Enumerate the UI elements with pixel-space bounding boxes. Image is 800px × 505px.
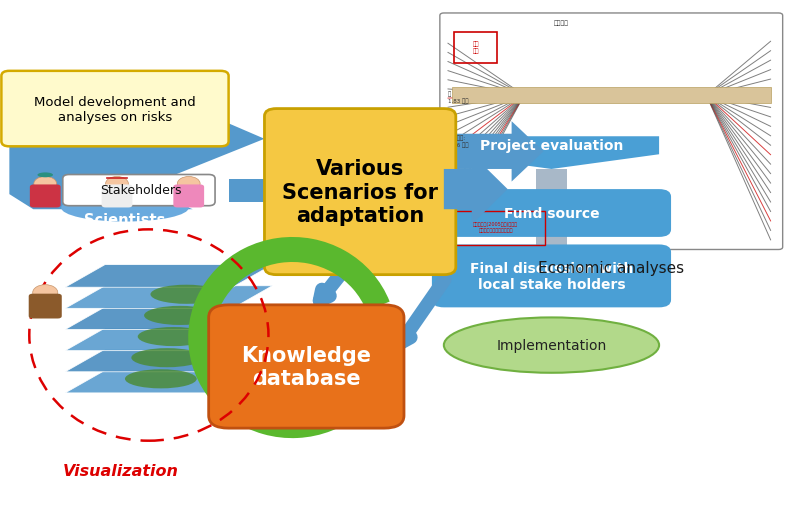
- FancyBboxPatch shape: [452, 88, 770, 104]
- Polygon shape: [444, 137, 659, 170]
- Text: Knowledge
database: Knowledge database: [242, 345, 371, 388]
- Text: Implementation: Implementation: [496, 338, 606, 352]
- Ellipse shape: [144, 306, 216, 325]
- Polygon shape: [65, 307, 273, 330]
- Text: Model development and
analyses on risks: Model development and analyses on risks: [34, 95, 196, 123]
- Polygon shape: [442, 122, 543, 182]
- FancyBboxPatch shape: [2, 72, 229, 147]
- Polygon shape: [65, 349, 273, 372]
- Ellipse shape: [38, 173, 53, 178]
- Ellipse shape: [150, 285, 222, 304]
- Polygon shape: [65, 286, 273, 309]
- FancyBboxPatch shape: [265, 110, 456, 275]
- Text: 内村
円村: 内村 円村: [473, 41, 479, 54]
- FancyBboxPatch shape: [440, 14, 782, 250]
- Text: 米
1.83 兆円: 米 1.83 兆円: [448, 91, 468, 104]
- Polygon shape: [10, 102, 265, 210]
- FancyBboxPatch shape: [432, 245, 671, 308]
- Text: Scientists: Scientists: [84, 213, 166, 227]
- Text: Final discussion with
local stake holders: Final discussion with local stake holder…: [470, 261, 633, 291]
- FancyBboxPatch shape: [29, 294, 62, 319]
- FancyBboxPatch shape: [535, 170, 567, 197]
- Ellipse shape: [131, 348, 203, 368]
- Text: Visualization: Visualization: [63, 464, 179, 478]
- Text: Economic analyses: Economic analyses: [538, 260, 684, 275]
- Ellipse shape: [125, 370, 197, 389]
- FancyBboxPatch shape: [229, 180, 281, 203]
- Text: Project evaluation: Project evaluation: [480, 139, 623, 153]
- Circle shape: [33, 285, 58, 301]
- Text: Various
Scenarios for
adaptation: Various Scenarios for adaptation: [282, 159, 438, 225]
- FancyBboxPatch shape: [535, 230, 567, 252]
- Text: フロー総額:
4.16 兆円: フロー総額: 4.16 兆円: [448, 135, 468, 147]
- FancyBboxPatch shape: [30, 185, 61, 208]
- FancyBboxPatch shape: [62, 175, 215, 207]
- Ellipse shape: [61, 194, 189, 222]
- Circle shape: [178, 177, 200, 191]
- FancyBboxPatch shape: [209, 305, 404, 428]
- Circle shape: [106, 177, 128, 191]
- Polygon shape: [444, 155, 508, 225]
- Text: Fund source: Fund source: [504, 207, 599, 221]
- Circle shape: [34, 177, 57, 191]
- FancyBboxPatch shape: [102, 185, 132, 208]
- FancyBboxPatch shape: [432, 190, 671, 237]
- FancyBboxPatch shape: [174, 185, 204, 208]
- Polygon shape: [65, 328, 273, 351]
- Text: 発酵飼料: 発酵飼料: [554, 20, 569, 26]
- Ellipse shape: [444, 318, 659, 373]
- Polygon shape: [65, 371, 273, 393]
- Ellipse shape: [138, 327, 210, 346]
- Text: Stakeholders: Stakeholders: [100, 183, 182, 196]
- Text: 産業連関表(2005年表)による
米のキャッシュフロー解析: 産業連関表(2005年表)による 米のキャッシュフロー解析: [473, 222, 518, 233]
- Polygon shape: [65, 265, 273, 288]
